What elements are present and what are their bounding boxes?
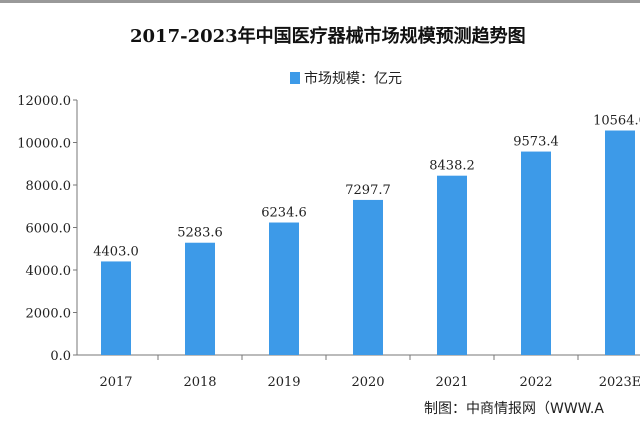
data-label: 10564.0 (593, 114, 640, 129)
x-tick-label: 2021 (435, 375, 468, 390)
bar (437, 175, 467, 355)
x-tick-label: 2020 (351, 375, 384, 390)
bar (521, 151, 551, 355)
x-tick-label: 2023E (599, 375, 640, 390)
x-tick-label: 2022 (519, 375, 552, 390)
bar (605, 130, 635, 355)
bar (269, 222, 299, 355)
data-label: 7297.7 (345, 183, 391, 198)
top-border (0, 0, 640, 3)
chart-title: 2017-2023年中国医疗器械市场规模预测趋势图 (130, 26, 526, 47)
bar (101, 261, 131, 355)
y-tick-label: 6000.0 (26, 222, 72, 237)
data-label: 6234.6 (261, 206, 307, 221)
legend: 市场规模：亿元 (290, 68, 402, 88)
y-tick-label: 8000.0 (26, 179, 72, 194)
source-note: 制图：中商情报网（WWW.A (424, 401, 604, 417)
data-label: 5283.6 (177, 226, 223, 241)
y-tick-label: 2000.0 (26, 307, 72, 322)
bar (185, 242, 215, 355)
data-label: 4403.0 (93, 244, 139, 259)
bar (353, 199, 383, 355)
data-label: 9573.4 (513, 135, 559, 150)
y-tick-label: 12000.0 (17, 94, 71, 109)
x-tick-label: 2019 (267, 375, 300, 390)
legend-swatch (290, 72, 300, 84)
y-tick-label: 4000.0 (26, 264, 72, 279)
y-tick-label: 10000.0 (17, 137, 71, 152)
data-label: 8438.2 (429, 159, 475, 174)
y-tick-label: 0.0 (50, 349, 71, 364)
x-tick-label: 2018 (183, 375, 216, 390)
legend-label: 市场规模：亿元 (304, 71, 402, 87)
x-tick-label: 2017 (99, 375, 132, 390)
